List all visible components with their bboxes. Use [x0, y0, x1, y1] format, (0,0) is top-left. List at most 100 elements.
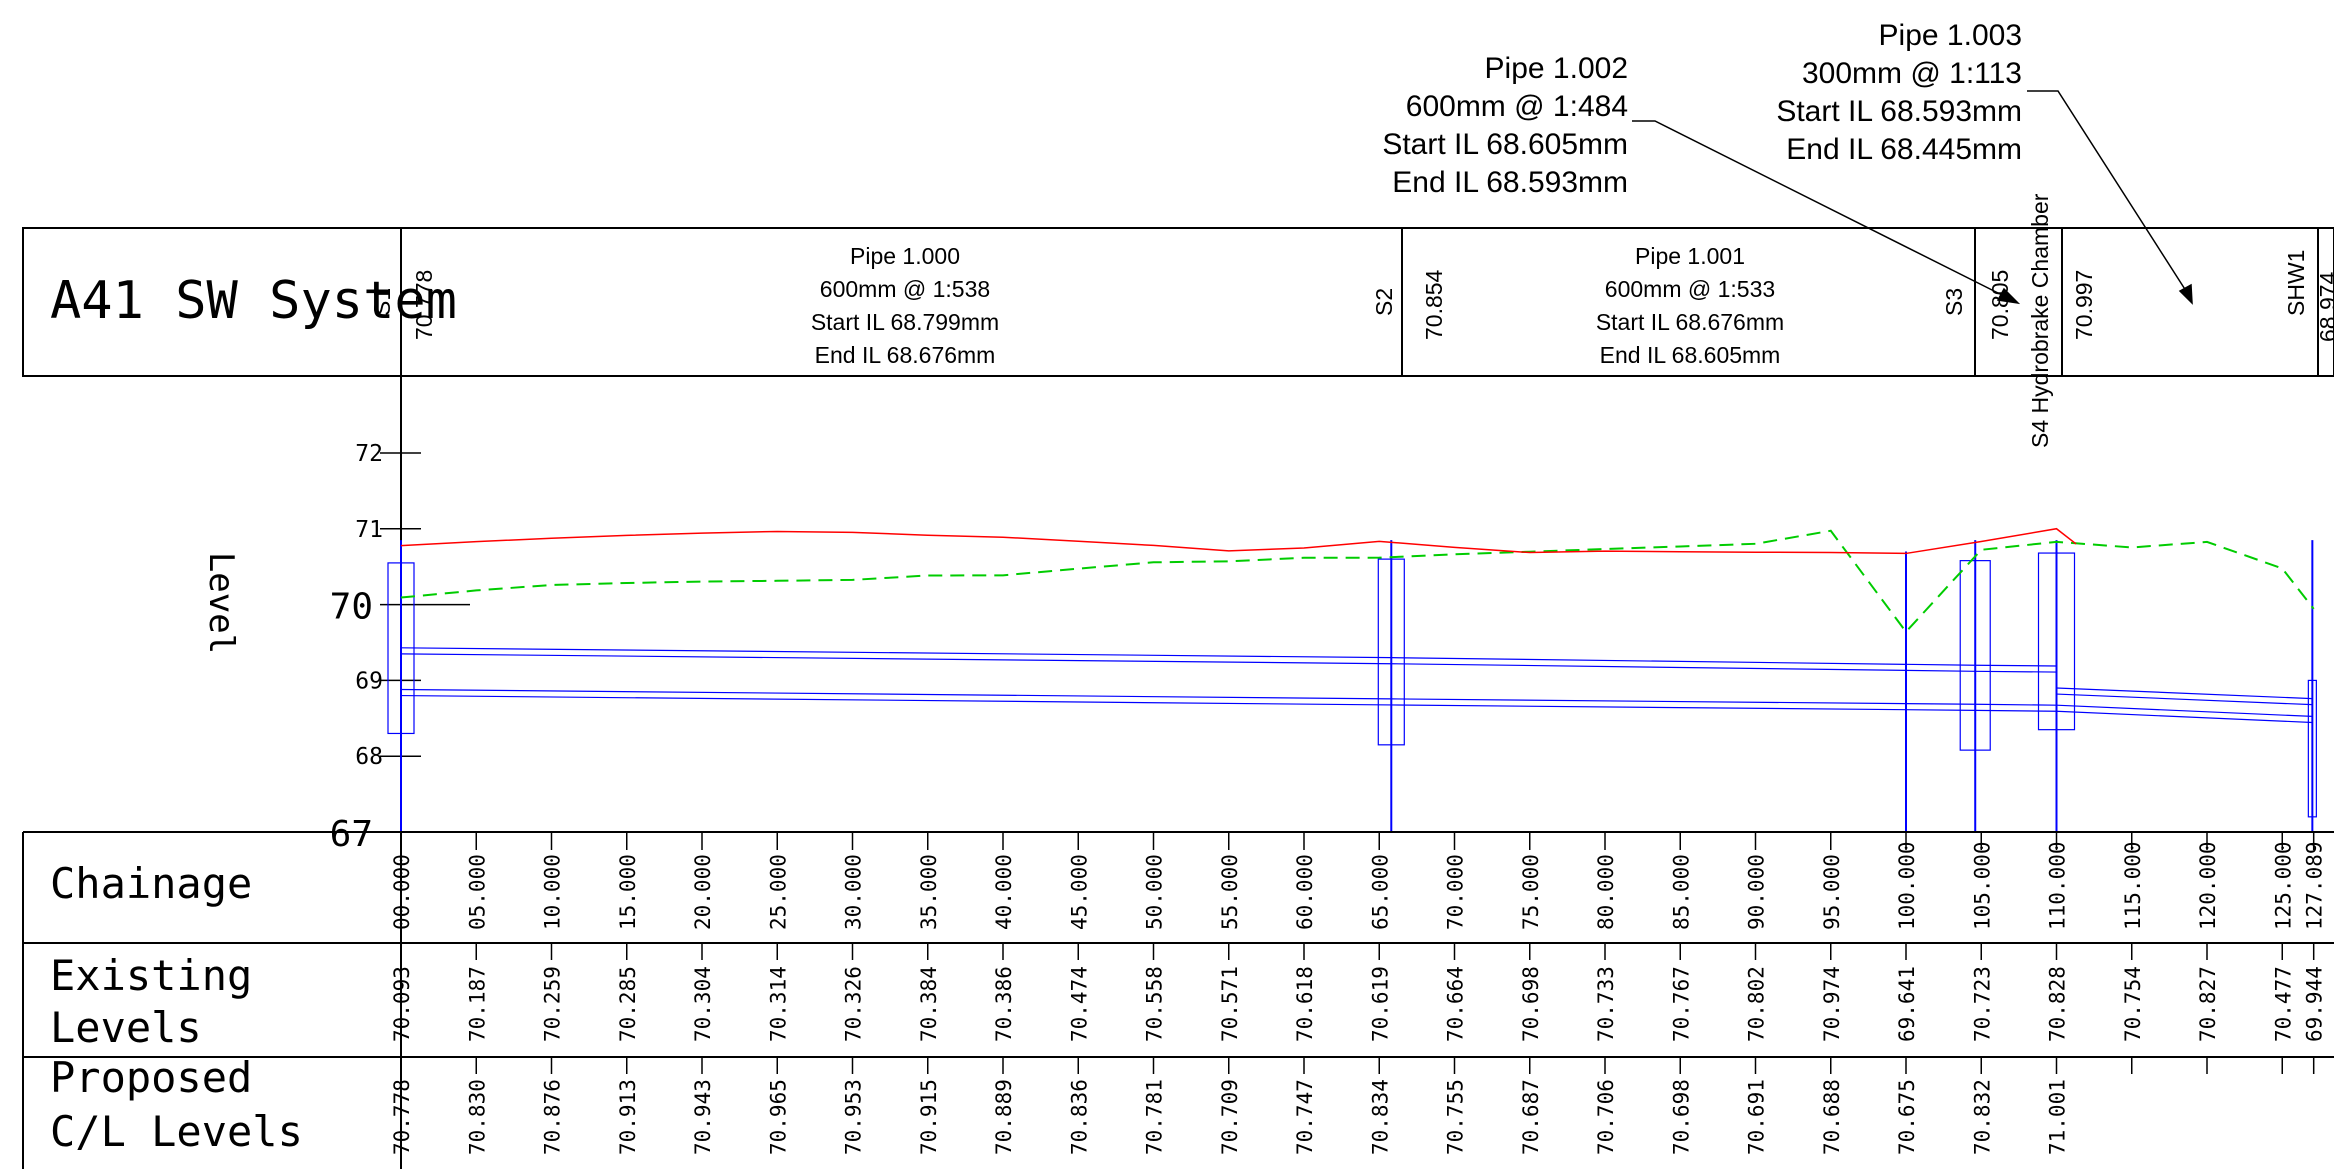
table-value: 70.619 — [1368, 966, 1392, 1042]
table-value: 70.876 — [541, 1079, 565, 1155]
manhole-name: S2 — [1371, 288, 1397, 316]
table-value: 95.000 — [1820, 854, 1844, 930]
table-value: 70.571 — [1218, 966, 1242, 1042]
row-label: Chainage — [50, 859, 252, 908]
table-value: 70.314 — [766, 966, 790, 1042]
manhole-cover-level: 70.997 — [2071, 270, 2097, 340]
table-values: 00.000 05.000 10.000 15.000 20.000 25.000 30.0… — [390, 832, 2327, 1155]
table-value: 70.974 — [1820, 966, 1844, 1042]
leader-line — [1632, 120, 2009, 299]
manhole-labels: S1 70.778 S2 70.854 S3 70.805 S4 Hydrobrake Ch… — [369, 193, 2334, 448]
header-band — [22, 227, 2334, 377]
row-label: Proposed — [50, 1053, 252, 1102]
table-value: 70.828 — [2046, 966, 2070, 1042]
pipe-label-line: Start IL 68.676mm — [1596, 309, 1784, 335]
table-value: 85.000 — [1669, 854, 1693, 930]
table-value: 70.285 — [616, 966, 640, 1042]
table-value: 70.733 — [1594, 966, 1618, 1042]
pipe-line — [2056, 693, 2313, 706]
system-title: A41 SW System — [50, 271, 457, 331]
table-value: 70.304 — [691, 966, 715, 1042]
table-value: 70.698 — [1519, 966, 1543, 1042]
manhole-name: SHW1 — [2283, 250, 2309, 316]
table-value: 45.000 — [1067, 854, 1091, 930]
row-label: C/L Levels — [50, 1107, 303, 1156]
table-value: 70.691 — [1745, 1079, 1769, 1155]
pipe-line — [1391, 704, 1976, 711]
table-value: 05.000 — [465, 854, 489, 930]
pipe-line — [1975, 703, 2057, 706]
table-value: 35.000 — [917, 854, 941, 930]
table-value: 70.558 — [1143, 966, 1167, 1042]
manhole-cover-level: 70.778 — [411, 270, 437, 340]
annotation-line: Pipe 1.002 — [1485, 52, 1628, 85]
table-value: 70.384 — [917, 966, 941, 1042]
level-axis-label: Level — [201, 552, 241, 654]
pipe-line — [400, 653, 1392, 665]
table-value: 70.664 — [1444, 966, 1468, 1042]
annotation-line: Start IL 68.605mm — [1382, 128, 1628, 161]
manhole-name: S1 — [369, 288, 395, 316]
table-value: 70.755 — [1444, 1079, 1468, 1155]
annotation-line: 300mm @ 1:113 — [1802, 57, 2022, 90]
pipe-line — [400, 688, 1392, 700]
table-value: 25.000 — [766, 854, 790, 930]
axis-tick-label: 69 — [355, 668, 383, 694]
table-value: 70.781 — [1143, 1079, 1167, 1155]
leader-arrowhead — [2178, 283, 2193, 305]
table-value: 70.778 — [390, 1079, 414, 1155]
table-value: 70.687 — [1519, 1079, 1543, 1155]
table-value: 70.827 — [2196, 966, 2220, 1042]
existing-levels-line — [400, 529, 2315, 634]
table-value: 110.000 — [2046, 841, 2070, 930]
table-value: 70.754 — [2121, 966, 2145, 1042]
table-value: 70.830 — [465, 1079, 489, 1155]
table-value: 20.000 — [691, 854, 715, 930]
table-value: 71.001 — [2046, 1079, 2070, 1155]
table-value: 70.326 — [842, 966, 866, 1042]
table-value: 105.000 — [1970, 841, 1994, 930]
axis-tick-label: 67 — [330, 814, 373, 855]
table-value: 70.000 — [1444, 854, 1468, 930]
table-value: 70.723 — [1970, 966, 1994, 1042]
pipe-line — [1975, 664, 2057, 667]
table-value: 75.000 — [1519, 854, 1543, 930]
table-value: 60.000 — [1293, 854, 1317, 930]
table-value: 70.913 — [616, 1079, 640, 1155]
table-value: 70.474 — [1067, 966, 1091, 1042]
manhole-cover-level: 70.805 — [1987, 270, 2013, 340]
table-value: 70.836 — [1067, 1079, 1091, 1155]
pipe-line — [1391, 698, 1976, 705]
pipe-labels: Pipe 1.000 600mm @ 1:538 Start IL 68.799mm… — [811, 243, 1784, 368]
table-value: 70.698 — [1669, 1079, 1693, 1155]
pipe-line — [1975, 670, 2057, 673]
table-value: 80.000 — [1594, 854, 1618, 930]
pipe-label-line: 600mm @ 1:533 — [1605, 276, 1775, 302]
table-value: 70.386 — [992, 966, 1016, 1042]
leader-arrowhead — [1996, 287, 2021, 305]
pipe-label-line: Pipe 1.001 — [1635, 243, 1745, 269]
table-value: 70.832 — [1970, 1079, 1994, 1155]
table-value: 125.000 — [2271, 841, 2295, 930]
leader-line — [2027, 90, 2189, 295]
table-value: 50.000 — [1143, 854, 1167, 930]
table-value: 120.000 — [2196, 841, 2220, 930]
table-value: 40.000 — [992, 854, 1016, 930]
pipe-line — [2056, 710, 2313, 724]
annotation-line: Pipe 1.003 — [1879, 19, 2022, 52]
annotation-line: End IL 68.445mm — [1786, 133, 2022, 166]
table-value: 70.747 — [1293, 1079, 1317, 1155]
pipe-line — [400, 694, 1392, 706]
annotation-line: Start IL 68.593mm — [1776, 95, 2022, 128]
header-frame — [22, 227, 2334, 377]
axis-tick-label: 70 — [330, 587, 373, 628]
table-value: 70.259 — [541, 966, 565, 1042]
table-value: 70.706 — [1594, 1079, 1618, 1155]
table-value: 70.093 — [390, 966, 414, 1042]
manhole-cover-level: 68.974 — [2315, 271, 2334, 342]
pipe-label-line: Start IL 68.799mm — [811, 309, 999, 335]
pipe-line — [1975, 709, 2057, 712]
table-value: 115.000 — [2121, 841, 2145, 930]
